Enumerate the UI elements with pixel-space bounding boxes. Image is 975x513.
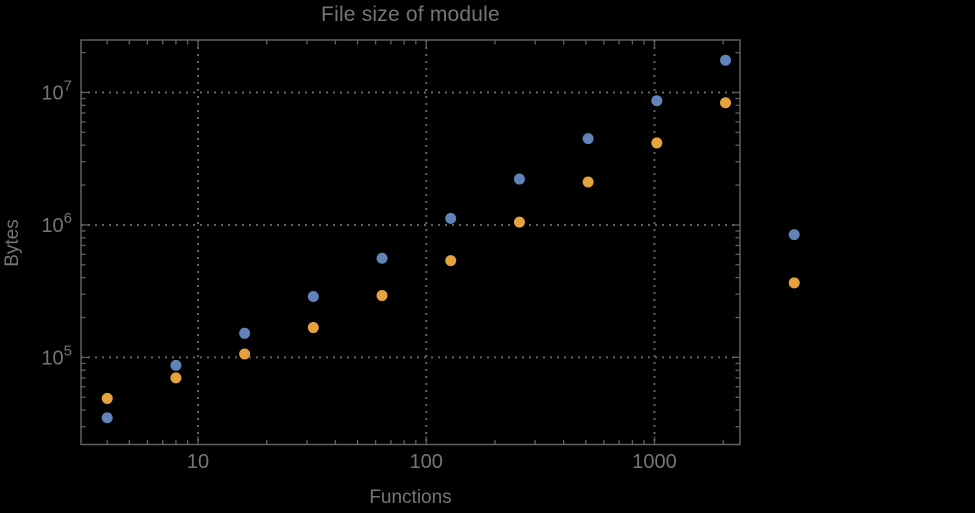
data-point-orange	[170, 372, 182, 384]
y-tick-label: 105	[41, 342, 72, 369]
data-point-blue	[101, 412, 113, 424]
data-point-orange	[651, 137, 663, 149]
y-axis-label: Bytes	[2, 219, 23, 267]
data-point-blue	[513, 173, 525, 185]
plot-frame	[80, 39, 741, 446]
x-tick-label: 10	[187, 451, 209, 473]
data-point-orange	[101, 392, 113, 404]
x-tick-label: 1000	[632, 451, 677, 473]
data-point-blue	[582, 133, 594, 145]
data-point-orange	[720, 97, 732, 109]
x-axis-label: Functions	[369, 487, 452, 508]
data-point-orange	[582, 176, 594, 188]
data-point-orange	[376, 290, 388, 302]
data-point-blue	[651, 95, 663, 107]
chart-title: File size of module	[321, 3, 500, 26]
y-tick-label: 106	[41, 210, 72, 237]
data-point-blue	[445, 212, 457, 224]
data-point-orange	[307, 322, 319, 334]
data-point-orange	[239, 348, 251, 360]
data-point-orange	[445, 255, 457, 267]
data-point-blue	[170, 359, 182, 371]
data-point-orange	[788, 277, 800, 289]
data-point-blue	[307, 291, 319, 303]
data-point-orange	[513, 216, 525, 228]
data-point-blue	[376, 252, 388, 264]
x-tick-label: 100	[410, 451, 443, 473]
y-tick-label: 107	[41, 77, 72, 104]
data-point-blue	[720, 54, 732, 66]
data-point-blue	[239, 327, 251, 339]
data-point-blue	[788, 229, 800, 241]
